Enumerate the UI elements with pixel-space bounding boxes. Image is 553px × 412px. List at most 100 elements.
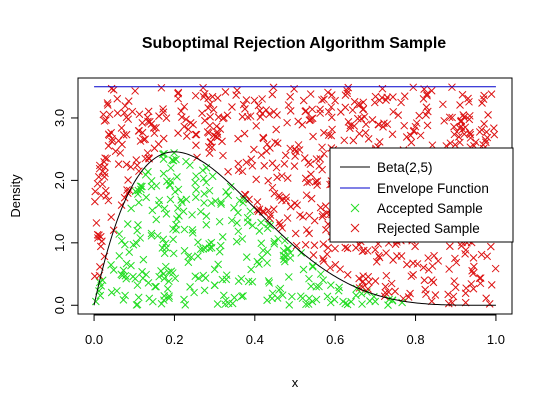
accepted-point bbox=[166, 195, 175, 204]
accepted-point bbox=[284, 244, 292, 253]
accepted-point bbox=[162, 209, 171, 218]
accepted-point bbox=[194, 252, 202, 260]
rejected-point bbox=[122, 113, 131, 122]
rejected-point bbox=[394, 111, 403, 119]
rejected-point bbox=[327, 91, 336, 99]
rejected-point bbox=[307, 114, 316, 123]
rejected-point bbox=[162, 114, 171, 122]
rejected-point bbox=[192, 130, 201, 139]
rejected-point bbox=[205, 149, 214, 157]
rejected-point bbox=[328, 125, 336, 134]
rejected-point bbox=[327, 103, 336, 111]
rejected-point bbox=[407, 138, 416, 147]
legend-label-rejected: Rejected Sample bbox=[377, 221, 480, 236]
rejected-point bbox=[124, 97, 133, 105]
accepted-point bbox=[339, 297, 347, 306]
rejected-point bbox=[240, 129, 249, 138]
rejected-point bbox=[143, 149, 152, 157]
rejected-point bbox=[477, 250, 486, 259]
rejected-point bbox=[159, 105, 167, 113]
accepted-point bbox=[335, 283, 344, 292]
accepted-point bbox=[284, 273, 293, 281]
legend-label-accepted: Accepted Sample bbox=[377, 201, 483, 216]
rejected-point bbox=[250, 96, 259, 105]
rejected-point bbox=[413, 260, 422, 268]
rejected-point bbox=[191, 130, 200, 139]
accepted-point bbox=[188, 226, 197, 234]
rejected-point bbox=[150, 129, 159, 138]
rejected-point bbox=[371, 245, 380, 254]
rejected-point bbox=[204, 142, 213, 151]
rejected-point bbox=[423, 90, 431, 98]
rejected-point bbox=[239, 100, 248, 109]
rejected-point bbox=[322, 225, 330, 234]
rejected-point bbox=[259, 134, 268, 143]
rejected-point bbox=[319, 240, 328, 248]
rejected-point bbox=[99, 110, 108, 119]
rejected-point bbox=[283, 174, 292, 182]
accepted-point bbox=[121, 271, 130, 280]
accepted-point bbox=[152, 215, 161, 224]
rejected-point bbox=[268, 159, 277, 168]
rejected-point bbox=[201, 116, 209, 125]
accepted-point bbox=[263, 259, 272, 267]
rejected-point bbox=[484, 111, 492, 119]
rejected-point bbox=[320, 149, 328, 158]
accepted-point bbox=[239, 291, 247, 300]
accepted-point bbox=[164, 268, 173, 277]
accepted-point bbox=[166, 181, 174, 190]
rejected-point bbox=[446, 139, 455, 148]
rejected-point bbox=[90, 272, 99, 281]
rejected-point bbox=[455, 133, 463, 141]
accepted-point bbox=[122, 259, 131, 268]
x-tick-label: 0.0 bbox=[85, 332, 103, 347]
rejected-point bbox=[136, 137, 145, 145]
accepted-point bbox=[285, 301, 294, 309]
accepted-point bbox=[319, 276, 328, 284]
rejected-point bbox=[282, 193, 291, 202]
accepted-point bbox=[278, 291, 287, 299]
accepted-point bbox=[200, 199, 208, 207]
rejected-point bbox=[145, 117, 154, 126]
rejected-point bbox=[440, 116, 449, 125]
rejected-point bbox=[419, 263, 428, 272]
accepted-point bbox=[132, 301, 141, 309]
accepted-point bbox=[281, 236, 289, 245]
rejected-point bbox=[122, 130, 131, 139]
rejected-point bbox=[451, 283, 460, 292]
rejected-point bbox=[265, 110, 274, 119]
rejected-point bbox=[321, 202, 330, 210]
accepted-point bbox=[248, 221, 257, 230]
accepted-point bbox=[215, 247, 224, 256]
rejected-point bbox=[422, 290, 430, 299]
rejected-point bbox=[269, 83, 278, 92]
rejected-point bbox=[308, 105, 317, 114]
accepted-point bbox=[165, 277, 173, 286]
rejected-point bbox=[316, 203, 325, 212]
rejected-point bbox=[269, 205, 278, 214]
accepted-point bbox=[217, 200, 225, 208]
rejected-point bbox=[306, 90, 315, 98]
accepted-point bbox=[388, 296, 397, 304]
rejected-point bbox=[324, 131, 333, 139]
accepted-point bbox=[224, 191, 233, 200]
rejected-point bbox=[103, 101, 112, 109]
rejected-point bbox=[397, 252, 406, 260]
rejected-point bbox=[450, 277, 459, 285]
rejected-point bbox=[107, 213, 116, 221]
rejected-point bbox=[312, 155, 321, 163]
rejected-point bbox=[402, 133, 411, 141]
rejected-point bbox=[389, 107, 398, 116]
accepted-point bbox=[173, 173, 181, 181]
accepted-point bbox=[141, 170, 150, 179]
rejected-point bbox=[98, 237, 106, 246]
rejected-point bbox=[458, 90, 467, 99]
accepted-point bbox=[186, 161, 194, 170]
rejected-point bbox=[341, 91, 350, 100]
rejected-point bbox=[113, 94, 122, 103]
rejected-point bbox=[431, 291, 440, 299]
rejected-point bbox=[218, 137, 226, 146]
accepted-point bbox=[184, 258, 193, 267]
points-layer bbox=[90, 83, 500, 309]
rejected-point bbox=[302, 107, 310, 115]
